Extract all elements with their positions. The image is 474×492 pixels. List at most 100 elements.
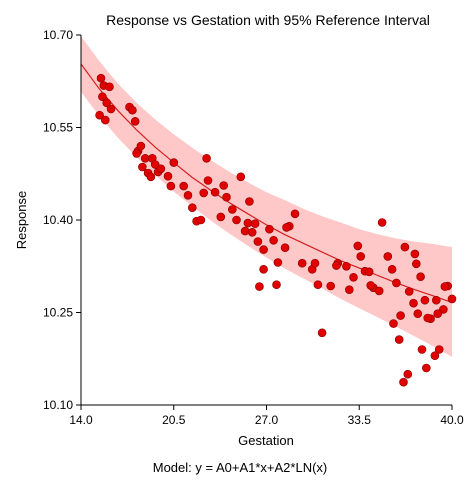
data-point [169, 158, 179, 167]
data-point [439, 305, 448, 314]
data-point [150, 160, 160, 169]
data-point [253, 237, 263, 246]
y-tick-label: 10.55 [43, 121, 73, 135]
y-axis-ticks: 10.10 10.25 10.40 10.55 10.70 [43, 28, 81, 412]
data-point [255, 282, 264, 291]
plot-area [80, 35, 457, 405]
model-footnote: Model: y = A0+A1*x+A2*LN(x) [153, 460, 328, 475]
data-point [163, 171, 173, 181]
data-point [166, 181, 176, 191]
data-point [440, 282, 450, 291]
data-point [423, 313, 433, 323]
x-tick-label: 14.0 [69, 413, 93, 427]
data-point [105, 82, 114, 92]
data-point [417, 345, 427, 354]
data-point [374, 286, 384, 296]
data-point [146, 172, 156, 182]
fit-line [80, 63, 453, 304]
data-point [297, 258, 307, 268]
data-point [313, 280, 323, 290]
data-point [130, 117, 140, 126]
data-point [98, 92, 107, 101]
data-point [259, 245, 268, 254]
data-point [399, 377, 408, 387]
data-point [404, 287, 414, 296]
y-tick-label: 10.25 [43, 306, 73, 320]
data-point [228, 205, 237, 214]
data-point [199, 188, 208, 198]
data-point [106, 104, 116, 114]
data-point [95, 110, 104, 120]
data-point [250, 219, 260, 228]
x-axis-ticks: 14.0 20.5 27.0 33.5 40.0 [69, 405, 464, 427]
data-point [282, 223, 291, 232]
data-point [396, 311, 405, 320]
data-point [265, 224, 274, 234]
data-point [389, 319, 398, 328]
data-point [96, 73, 106, 83]
data-point [101, 115, 110, 125]
data-point [138, 162, 147, 172]
data-point [392, 278, 401, 288]
data-point [349, 272, 358, 282]
y-tick-label: 10.10 [43, 398, 73, 412]
x-axis-label: Gestation [238, 433, 294, 448]
data-point [269, 236, 278, 245]
data-point [317, 328, 327, 338]
data-point [140, 154, 150, 163]
data-point [245, 197, 254, 206]
data-point [400, 242, 410, 252]
data-point [102, 98, 111, 108]
y-tick-label: 10.40 [43, 213, 73, 227]
data-point [272, 280, 281, 290]
x-tick-label: 33.5 [348, 413, 372, 427]
y-axis-label: Response [14, 191, 29, 250]
data-point [377, 218, 387, 227]
data-point [326, 281, 336, 291]
data-point [434, 345, 444, 354]
data-point [188, 203, 197, 212]
data-point [210, 187, 220, 197]
data-point [236, 172, 246, 182]
data-point [409, 298, 418, 308]
data-point [364, 267, 374, 277]
data-point [447, 294, 457, 304]
data-point [202, 154, 211, 163]
data-point [310, 258, 320, 268]
data-point [413, 309, 423, 319]
data-point [410, 249, 420, 259]
data-point [156, 164, 166, 174]
data-point [290, 209, 300, 219]
data-point [219, 181, 228, 190]
data-point [353, 241, 363, 251]
data-point [280, 243, 290, 252]
data-point [344, 285, 354, 295]
x-tick-label: 40.0 [440, 413, 464, 427]
data-point [196, 215, 206, 225]
data-point [216, 212, 226, 222]
data-point [342, 261, 351, 271]
data-point [431, 295, 441, 305]
y-tick-label: 10.70 [43, 28, 73, 42]
data-point [273, 258, 283, 267]
data-point [430, 351, 440, 361]
data-point [387, 264, 397, 274]
data-point [240, 226, 250, 236]
data-point [222, 192, 231, 202]
data-point [416, 272, 425, 282]
data-points [95, 73, 457, 387]
data-point [132, 149, 141, 158]
data-point [394, 335, 404, 344]
reference-interval-band [81, 36, 452, 357]
x-tick-label: 27.0 [255, 413, 279, 427]
data-point [366, 281, 376, 290]
data-point [420, 295, 430, 305]
data-point [433, 309, 443, 319]
data-point [421, 363, 431, 373]
data-point [128, 105, 137, 115]
chart-title: Response vs Gestation with 95% Reference… [106, 12, 430, 28]
data-point [403, 369, 413, 379]
data-point [179, 181, 188, 191]
data-point [383, 252, 393, 261]
